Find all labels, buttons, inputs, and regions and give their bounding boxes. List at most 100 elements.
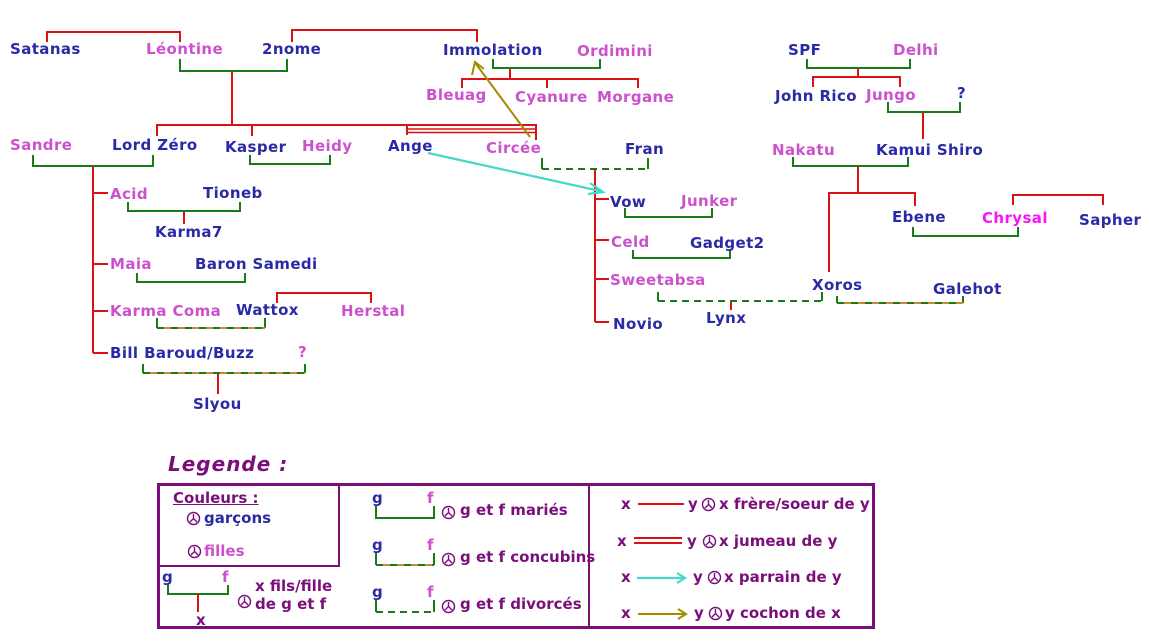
legend-cochon-label: y cochon de x (725, 604, 841, 622)
sibling-lines (46, 29, 1104, 303)
legend-y-letter: y (688, 495, 698, 513)
legend-maries-label: g et f mariés (460, 501, 568, 519)
person-chrysal: Chrysal (982, 209, 1048, 227)
couleurs-heading: Couleurs : (173, 489, 259, 507)
person-vow: Vow (610, 193, 647, 211)
marriage-acid-tioneb (127, 202, 241, 212)
smiley-icon (701, 497, 716, 512)
person-l-ontine: Léontine (146, 40, 224, 58)
smiley-icon (441, 599, 456, 614)
person-heidy: Heidy (302, 137, 353, 155)
person-spf: SPF (788, 41, 822, 59)
person-john-rico: John Rico (775, 87, 857, 105)
person-lord-z-ro: Lord Zéro (112, 136, 198, 154)
person-kamui-shiro: Kamui Shiro (876, 141, 984, 159)
person-gadget2: Gadget2 (690, 234, 765, 252)
divorce-ticks-sweetabsa-xoros (657, 292, 823, 301)
legend-y-letter: y (687, 532, 697, 550)
descent-lines (92, 68, 924, 394)
legend-f-letter: f (222, 568, 229, 586)
divorce-lines (541, 158, 823, 302)
legend-y-letter: y (693, 568, 703, 586)
marriage-vow-junker (624, 208, 713, 218)
person-herstal: Herstal (341, 302, 406, 320)
marriage-celd-gadget2 (632, 250, 731, 259)
smiley-icon (707, 570, 722, 585)
person-ange: Ange (388, 137, 433, 155)
cochon-arrow-head (471, 60, 485, 76)
legend-parrain-label: x parrain de y (724, 568, 842, 586)
marriage-spf-delhi (806, 59, 911, 69)
children-bracket-spf (812, 76, 901, 87)
concubin-ticks-xoros-galehot (836, 296, 964, 303)
smiley-icon (186, 511, 201, 526)
legend-f-letter: f (427, 583, 434, 601)
person-baron-samedi: Baron Samedi (195, 255, 318, 273)
concubins-bracket (375, 553, 435, 566)
person-morgane: Morgane (597, 88, 675, 106)
marriage-lines (32, 59, 1019, 283)
cochon-arrow-sample (638, 608, 688, 620)
legend-x-letter: x (621, 568, 631, 586)
concubin-ticks-bill-unknown (142, 364, 306, 373)
person-nakatu: Nakatu (772, 141, 836, 159)
person-ordimini: Ordimini (577, 42, 653, 60)
person-celd: Celd (611, 233, 650, 251)
marriage-jungo-unknown (887, 102, 961, 113)
person-sweetabsa: Sweetabsa (610, 271, 706, 289)
divorces-bracket (375, 600, 435, 613)
person-bill-baroud-buzz: Bill Baroud/Buzz (110, 344, 255, 362)
cochon-arrow-shaft (475, 63, 531, 138)
legend-filles-label: filles (204, 542, 245, 560)
sibling-chrysal-sapher (1012, 194, 1104, 205)
parrain-arrow-ange-vow (427, 151, 606, 196)
person-bleuag: Bleuag (426, 86, 487, 104)
smiley-icon (237, 594, 252, 609)
legend-f-letter: f (427, 489, 434, 507)
person-jungo: Jungo (866, 86, 916, 104)
legend-fils-bracket (167, 585, 229, 612)
marriage-ebene-chrysal (912, 227, 1019, 237)
legend-f-letter: f (427, 536, 434, 554)
legend-g-letter: g (162, 568, 173, 586)
person-immolation: Immolation (443, 41, 543, 59)
legend-y-letter: y (694, 604, 704, 622)
legend-g-letter: g (372, 536, 383, 554)
legend-g-letter: g (372, 489, 383, 507)
person-sapher: Sapher (1079, 211, 1142, 229)
sibling-2nome-immolation (291, 29, 478, 42)
legend-divorces-label: g et f divorcés (460, 595, 582, 613)
legend-couleurs-cell (157, 483, 340, 567)
sibling-wattox-herstal (276, 292, 372, 303)
marriage-nakatu-kamui (792, 157, 909, 167)
legend-jumeau-label: x jumeau de y (719, 532, 838, 550)
legend-x-letter: x (621, 495, 631, 513)
person-ebene: Ebene (892, 208, 947, 226)
person-kasper: Kasper (225, 138, 287, 156)
person-karma-coma: Karma Coma (110, 302, 222, 320)
person-galehot: Galehot (933, 280, 1002, 298)
person-: ? (957, 84, 967, 102)
children-bracket-immolation (461, 78, 639, 88)
smiley-icon (187, 544, 202, 559)
person-acid: Acid (110, 185, 148, 203)
person-lynx: Lynx (706, 309, 747, 327)
person-circ-e: Circée (486, 139, 542, 157)
frere-line (638, 503, 684, 505)
person-xoros: Xoros (812, 276, 863, 294)
sibling-satanas-leontine (46, 31, 181, 42)
legend-column-divider (588, 483, 590, 629)
legend-frere-label: x frère/soeur de y (719, 495, 870, 513)
person-sandre: Sandre (10, 136, 73, 154)
jumeau-line (634, 537, 682, 544)
parrain-arrow-head (587, 182, 606, 196)
tree-lines-canvas (32, 29, 1104, 394)
person-cyanure: Cyanure (515, 88, 588, 106)
person-karma7: Karma7 (155, 223, 223, 241)
legend-g-letter: g (372, 583, 383, 601)
legend-fils-text2: de g et f (255, 595, 327, 613)
person-: ? (298, 343, 308, 361)
legend-garcons-label: garçons (204, 509, 272, 527)
children-bracket-leontine (156, 124, 537, 140)
